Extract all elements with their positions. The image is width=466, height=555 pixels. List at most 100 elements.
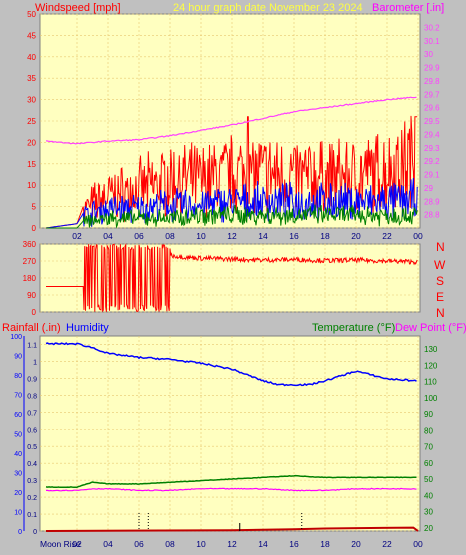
rainfall-tick-label: 1: [33, 359, 37, 366]
rainfall-tick-label: 0.3: [27, 478, 37, 485]
barometer-label: Barometer [.in]: [372, 2, 444, 14]
direction-tick-label: 180: [23, 274, 37, 283]
barometer-tick-label: 29.9: [424, 64, 440, 73]
wind-direction-trace: [46, 242, 418, 313]
humidity-tick-label: 100: [10, 334, 22, 341]
windspeed-tick-label: 40: [27, 53, 36, 62]
rainfall-tick-label: 0.1: [27, 512, 37, 519]
rainfall-tick-label: 0.6: [27, 427, 37, 434]
humidity-trace: [45, 342, 417, 387]
humidity-x-tick-label: 08: [165, 539, 175, 549]
rainfall-tick-label: 0.2: [27, 495, 37, 502]
wind-x-tick-label: 16: [289, 231, 299, 241]
temperature-tick-label: 40: [424, 491, 433, 500]
windspeed-tick-label: 45: [27, 31, 36, 40]
wind-x-tick-label: 20: [351, 231, 361, 241]
wind-x-tick-label: 04: [103, 231, 113, 241]
barometer-tick-label: 30.1: [424, 37, 440, 46]
wind-x-tick-label: 06: [134, 231, 144, 241]
wind-panel-ticks: 0 5 10 15 20 25 30 35 40 45 50 28.8 28.9 29 29.1 29.2 29…: [27, 10, 440, 241]
humidity-tick-label: 10: [14, 510, 22, 517]
windspeed-tick-label: 5: [32, 203, 37, 212]
rainfall-tick-label: 0.5: [27, 444, 37, 451]
wind-x-tick-label: 18: [320, 231, 330, 241]
direction-tick-label: 0: [32, 308, 37, 317]
humidity-x-tick-label: 20: [351, 539, 361, 549]
humidity-x-tick-label: 12: [227, 539, 237, 549]
temperature-tick-label: 30: [424, 508, 433, 517]
temperature-trace: [45, 474, 417, 489]
windspeed-tick-label: 25: [27, 117, 36, 126]
rainfall-trace: [45, 526, 419, 532]
humidity-tick-label: 50: [14, 432, 22, 439]
wind-x-tick-label: 14: [258, 231, 268, 241]
barometer-tick-label: 29.3: [424, 144, 440, 153]
humidity-temperature-panel: [39, 335, 421, 532]
rainfall-tick-label: 0.8: [27, 393, 37, 400]
humidity-panel-ticks: 010203040506070809010000.10.20.30.40.50.…: [10, 334, 438, 549]
humidity-tick-label: 60: [14, 412, 22, 419]
wind-average-trace: [45, 178, 418, 229]
humidity-tick-label: 80: [14, 373, 22, 380]
temperature-tick-label: 70: [424, 443, 433, 452]
barometer-tick-label: 29.2: [424, 157, 440, 166]
temperature-tick-label: 20: [424, 524, 433, 533]
direction-label-e: E: [436, 290, 444, 304]
barometer-trace: [45, 96, 417, 145]
temperature-label: Temperature (°F): [312, 322, 395, 334]
temperature-tick-label: 80: [424, 426, 433, 435]
humidity-x-tick-label: 16: [289, 539, 299, 549]
temperature-tick-label: 120: [424, 361, 438, 370]
dewpoint-trace: [46, 487, 417, 492]
barometer-tick-label: 29.5: [424, 117, 440, 126]
barometer-tick-label: 29.4: [424, 130, 440, 139]
humidity-x-tick-label: 14: [258, 539, 268, 549]
humidity-x-tick-label: 06: [134, 539, 144, 549]
rainfall-tick-label: 0: [33, 529, 37, 536]
wind-low-trace: [46, 204, 418, 229]
humidity-x-tick-label: 04: [103, 539, 113, 549]
rainfall-tick-label: 0.7: [27, 410, 37, 417]
windspeed-tick-label: 35: [27, 74, 36, 83]
direction-label-w: W: [434, 258, 446, 272]
windspeed-tick-label: 20: [27, 138, 36, 147]
humidity-tick-label: 0: [18, 529, 22, 536]
windspeed-tick-label: 10: [27, 181, 36, 190]
direction-tick-label: 270: [23, 257, 37, 266]
humidity-tick-label: 30: [14, 471, 22, 478]
rainfall-tick-label: 1.1: [27, 342, 37, 349]
direction-label-s: S: [436, 274, 444, 288]
humidity-x-tick-label: 22: [382, 539, 392, 549]
barometer-tick-label: 29.8: [424, 77, 440, 86]
wind-x-tick-label: 08: [165, 231, 175, 241]
humidity-tick-label: 90: [14, 354, 22, 361]
temperature-tick-label: 60: [424, 459, 433, 468]
humidity-x-tick-label: 00: [413, 539, 423, 549]
wind-x-tick-label: 00: [413, 231, 423, 241]
rainfall-label: Rainfall (.in): [2, 322, 61, 334]
graph-date-label: 24 hour graph date November 23 2024: [173, 2, 363, 14]
barometer-tick-label: 28.8: [424, 211, 440, 220]
barometer-tick-label: 29.7: [424, 90, 440, 99]
direction-tick-label: 90: [27, 291, 36, 300]
direction-label-n-top: N: [436, 240, 445, 254]
humidity-x-tick-label: 02: [72, 539, 82, 549]
temperature-tick-label: 110: [424, 378, 437, 387]
humidity-x-tick-label: 18: [320, 539, 330, 549]
rainfall-tick-label: 0.4: [27, 461, 37, 468]
direction-label-n-bottom: N: [436, 306, 445, 320]
moon-rise-label: Moon Rise: [40, 539, 81, 549]
humidity-x-tick-label: 10: [196, 539, 206, 549]
dewpoint-label: Dew Point (°F): [395, 322, 466, 334]
humidity-tick-label: 40: [14, 451, 22, 458]
temperature-tick-label: 100: [424, 394, 438, 403]
wind-x-tick-label: 10: [196, 231, 206, 241]
barometer-tick-label: 29: [424, 184, 433, 193]
windspeed-tick-label: 15: [27, 160, 36, 169]
wind-barometer-series: [45, 96, 418, 229]
windspeed-label: Windspeed [mph]: [35, 2, 121, 14]
direction-tick-label: 360: [23, 240, 37, 249]
windspeed-tick-label: 50: [27, 10, 36, 19]
wind-x-tick-label: 02: [72, 231, 82, 241]
